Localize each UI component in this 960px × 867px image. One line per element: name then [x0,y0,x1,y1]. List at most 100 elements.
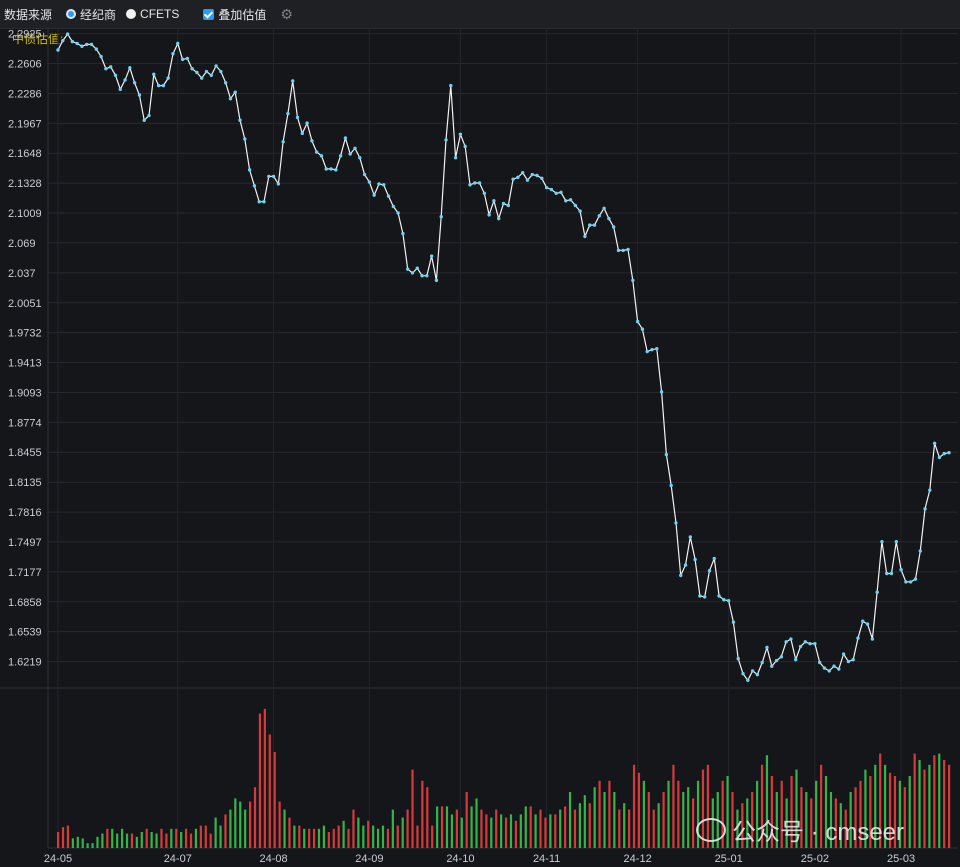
data-point [185,56,190,61]
data-point [425,273,429,278]
data-point [477,181,482,185]
volume-bar [411,769,414,848]
data-point [712,556,716,561]
y-tick-label: 1.7497 [8,537,42,549]
data-point [233,90,237,94]
volume-bar [829,792,833,848]
data-point [257,200,261,204]
data-point [195,70,199,75]
data-point [458,132,463,136]
volume-bar [445,806,449,848]
volume-bar [824,776,828,848]
volume-bar [189,833,193,848]
volume-bar [303,828,306,848]
data-point [367,180,372,184]
volume-bar [450,814,454,848]
volume-bar [125,833,129,848]
volume-bar [460,817,463,848]
volume-bar [559,809,562,848]
data-point [525,178,530,182]
cfets-radio[interactable]: CFETS [126,7,179,21]
data-point [880,539,884,544]
price-volume-chart[interactable]: 2.2925 2.2606 2.2286 2.1967 2.1648 2.1328 2.10… [0,28,960,867]
data-point [56,48,60,52]
volume-bar [519,814,522,848]
broker-radio[interactable]: 经纪商 [66,6,116,23]
volume-bar [71,838,74,848]
data-point [166,76,170,80]
volume-bars [57,708,951,848]
data-point [171,52,175,56]
data-point [592,223,597,227]
volume-bar [509,814,513,848]
volume-bar [667,780,670,848]
y-axis: 2.2925 2.2606 2.2286 2.1967 2.1648 2.1328 2.10… [8,29,42,669]
volume-bar [775,792,778,848]
data-point [822,666,827,670]
data-point [578,209,582,213]
volume-bar [140,832,143,848]
data-source-label: 数据来源 [4,7,53,22]
data-point [794,657,798,662]
data-point [401,231,405,236]
data-point [123,78,127,82]
overlay-valuation-checkbox[interactable]: 叠加估值 [203,6,266,23]
volume-bar [785,798,788,848]
data-point [94,47,99,51]
data-point [698,594,702,598]
volume-bar [431,825,434,848]
volume-bar [746,798,749,848]
x-tick-label: 25-03 [887,853,915,865]
data-point [856,636,860,640]
volume-bar [928,764,931,848]
x-tick-label: 24-12 [624,853,652,865]
volume-bar [741,803,744,848]
data-point [137,93,142,97]
volume-bar [756,780,759,848]
data-point [132,81,137,85]
volume-bar [273,752,276,848]
volume-bar [436,806,439,848]
x-tick-label: 24-05 [44,853,72,865]
data-point [319,154,324,158]
volume-bar [923,769,926,848]
volume-bar [588,803,591,848]
data-point [918,549,922,553]
data-point [559,190,563,195]
data-point [223,81,228,85]
data-point [664,452,669,457]
volume-bar [180,832,183,848]
data-point [247,168,252,172]
data-point [861,619,865,623]
volume-bar [948,764,951,848]
volume-bar [258,713,262,848]
volume-bar [204,825,207,848]
y-tick-label: 1.7816 [8,507,42,519]
volume-bar [120,828,124,848]
volume-bar [839,803,842,848]
data-point [267,174,271,179]
volume-bar [57,832,60,848]
data-point [99,54,103,59]
volume-bar [820,764,823,848]
data-point [865,622,870,626]
data-point [118,87,122,92]
gear-icon[interactable]: ⚙ [280,5,293,22]
data-point [453,156,458,160]
data-point [913,577,918,581]
volume-bar [504,817,508,848]
data-point [61,38,65,43]
data-point [329,167,333,171]
data-point [468,183,472,187]
volume-bar [726,776,729,848]
data-point [501,201,506,206]
volume-bar [332,828,335,848]
volume-bar [224,814,227,848]
volume-bar [849,792,852,848]
data-point [429,254,434,258]
volume-bar [268,734,271,848]
data-point [894,539,899,544]
data-point [358,156,362,160]
volume-bar [406,809,409,848]
volume-bar [780,780,783,848]
